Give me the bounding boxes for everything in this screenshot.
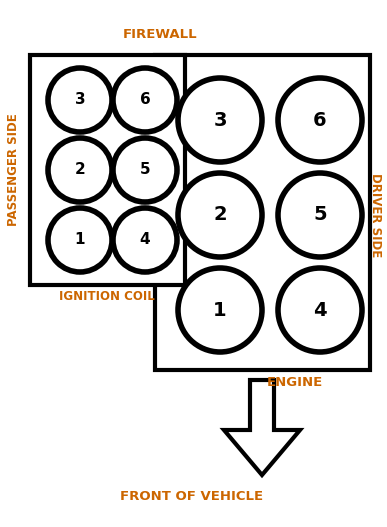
- Circle shape: [113, 68, 177, 132]
- Text: 4: 4: [140, 232, 150, 248]
- Text: 3: 3: [213, 111, 227, 130]
- Circle shape: [48, 208, 112, 272]
- Text: 2: 2: [213, 206, 227, 225]
- Text: PASSENGER SIDE: PASSENGER SIDE: [7, 114, 21, 227]
- Text: 6: 6: [313, 111, 327, 130]
- Text: FRONT OF VEHICLE: FRONT OF VEHICLE: [120, 491, 264, 503]
- Circle shape: [113, 208, 177, 272]
- Text: 1: 1: [213, 300, 227, 319]
- Text: 5: 5: [140, 162, 150, 178]
- Circle shape: [178, 173, 262, 257]
- Text: DRIVER SIDE: DRIVER SIDE: [368, 173, 382, 257]
- Circle shape: [178, 268, 262, 352]
- Bar: [155, 55, 370, 370]
- Text: 1: 1: [75, 232, 85, 248]
- Circle shape: [278, 173, 362, 257]
- Text: 4: 4: [313, 300, 327, 319]
- Text: IGNITION COIL: IGNITION COIL: [59, 289, 155, 302]
- Circle shape: [48, 138, 112, 202]
- Text: ENGINE: ENGINE: [267, 376, 323, 389]
- Text: 2: 2: [75, 162, 86, 178]
- Circle shape: [278, 268, 362, 352]
- Circle shape: [113, 138, 177, 202]
- Text: 5: 5: [313, 206, 327, 225]
- Bar: [30, 55, 185, 285]
- Circle shape: [178, 78, 262, 162]
- Text: 3: 3: [75, 93, 85, 108]
- Circle shape: [48, 68, 112, 132]
- Text: 6: 6: [140, 93, 151, 108]
- Text: FIREWALL: FIREWALL: [123, 28, 197, 42]
- Circle shape: [278, 78, 362, 162]
- Polygon shape: [224, 380, 300, 475]
